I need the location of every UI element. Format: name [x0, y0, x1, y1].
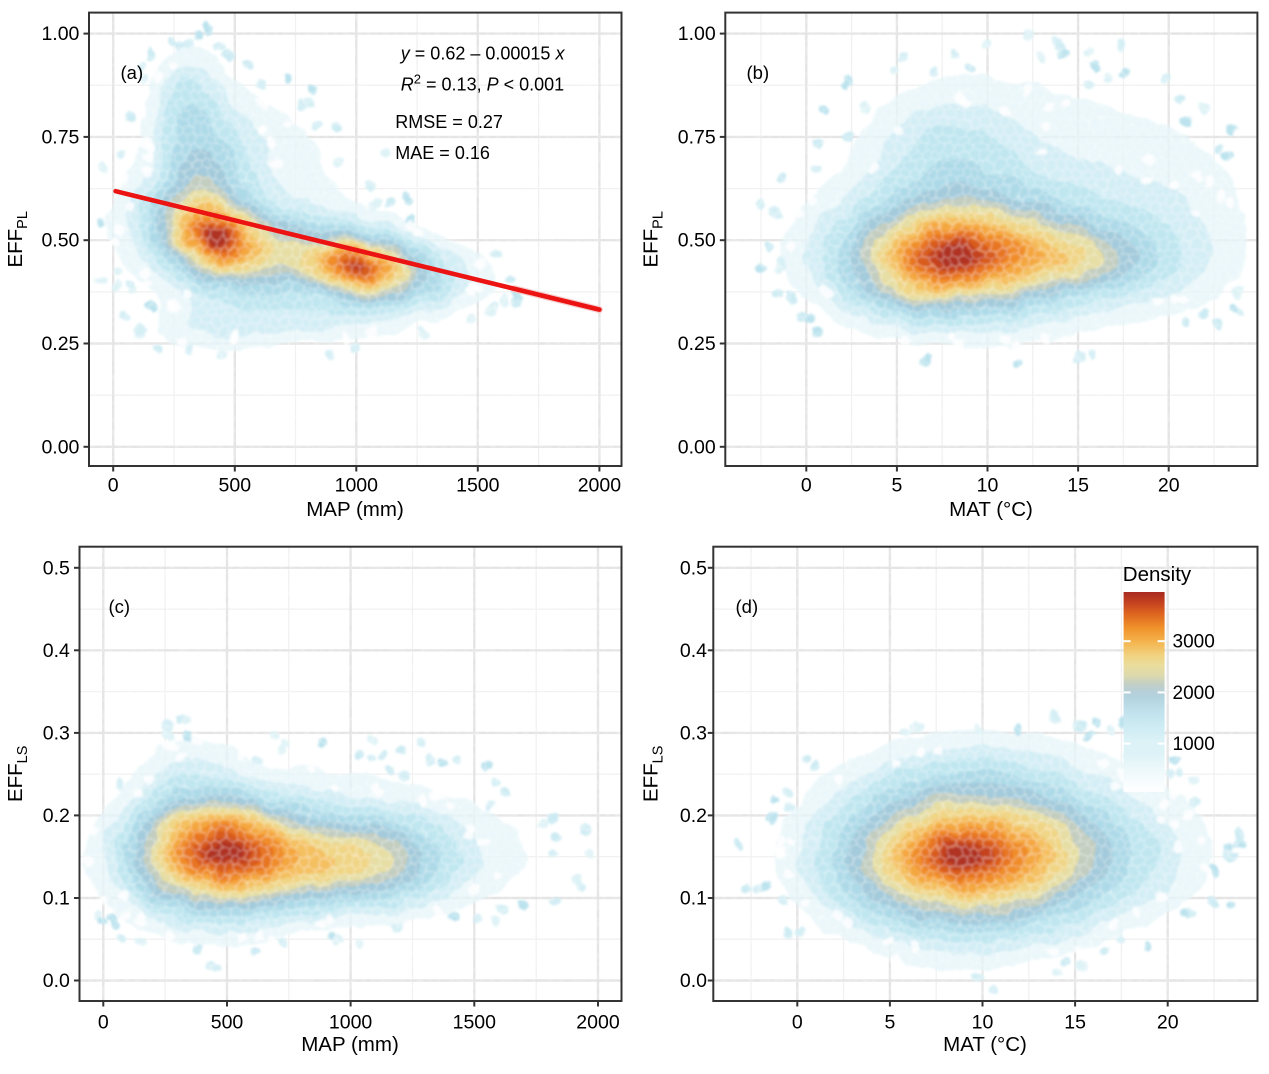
- svg-text:0.1: 0.1: [43, 888, 70, 910]
- svg-text:0.1: 0.1: [680, 888, 707, 910]
- svg-text:15: 15: [1067, 475, 1089, 497]
- svg-text:5: 5: [891, 475, 902, 497]
- svg-text:0.2: 0.2: [680, 805, 707, 827]
- svg-text:0.3: 0.3: [43, 722, 70, 744]
- svg-text:(b): (b): [747, 62, 770, 83]
- svg-text:y = 0.62 – 0.00015 x: y = 0.62 – 0.00015 x: [399, 44, 566, 64]
- svg-text:0.4: 0.4: [43, 640, 70, 662]
- svg-text:2000: 2000: [576, 1011, 620, 1033]
- svg-text:R2 = 0.13, P < 0.001: R2 = 0.13, P < 0.001: [401, 72, 564, 95]
- svg-text:500: 500: [219, 475, 252, 497]
- svg-text:1000: 1000: [329, 1011, 373, 1033]
- svg-text:0.2: 0.2: [43, 805, 70, 827]
- svg-text:10: 10: [972, 1011, 994, 1033]
- svg-text:2000: 2000: [578, 475, 622, 497]
- svg-text:0.25: 0.25: [41, 333, 79, 355]
- svg-text:5: 5: [884, 1011, 895, 1033]
- svg-text:0: 0: [792, 1011, 803, 1033]
- svg-text:0.50: 0.50: [41, 230, 79, 252]
- svg-text:10: 10: [977, 475, 999, 497]
- svg-text:RMSE = 0.27: RMSE = 0.27: [395, 112, 503, 132]
- svg-text:1500: 1500: [453, 1011, 497, 1033]
- svg-text:(a): (a): [121, 62, 144, 83]
- svg-text:1500: 1500: [456, 475, 500, 497]
- svg-text:MAT (°C): MAT (°C): [949, 498, 1033, 521]
- svg-text:0: 0: [98, 1011, 109, 1033]
- svg-text:(c): (c): [109, 596, 131, 617]
- svg-text:0.0: 0.0: [43, 970, 70, 992]
- svg-text:Density: Density: [1123, 563, 1192, 586]
- svg-text:1.00: 1.00: [41, 23, 79, 45]
- svg-text:0.0: 0.0: [680, 970, 707, 992]
- svg-text:0.00: 0.00: [41, 436, 79, 458]
- svg-text:0.5: 0.5: [680, 557, 707, 579]
- svg-text:1000: 1000: [1173, 734, 1215, 755]
- svg-text:0.00: 0.00: [678, 436, 716, 458]
- svg-text:0: 0: [108, 475, 119, 497]
- svg-text:MAT (°C): MAT (°C): [943, 1033, 1027, 1056]
- svg-text:0: 0: [801, 475, 812, 497]
- svg-text:0.4: 0.4: [680, 640, 707, 662]
- svg-text:15: 15: [1064, 1011, 1086, 1033]
- svg-text:20: 20: [1157, 1011, 1179, 1033]
- svg-text:0.3: 0.3: [680, 722, 707, 744]
- svg-text:1000: 1000: [335, 475, 379, 497]
- svg-text:0.75: 0.75: [41, 126, 79, 148]
- svg-text:MAP (mm): MAP (mm): [306, 498, 404, 521]
- svg-text:MAP (mm): MAP (mm): [301, 1033, 399, 1056]
- svg-text:20: 20: [1158, 475, 1180, 497]
- svg-text:0.25: 0.25: [678, 333, 716, 355]
- svg-text:0.75: 0.75: [678, 126, 716, 148]
- svg-text:(d): (d): [736, 596, 759, 617]
- svg-text:1.00: 1.00: [678, 23, 716, 45]
- svg-text:2000: 2000: [1173, 683, 1215, 704]
- svg-text:0.5: 0.5: [43, 557, 70, 579]
- svg-text:0.50: 0.50: [678, 230, 716, 252]
- svg-text:500: 500: [211, 1011, 244, 1033]
- svg-text:3000: 3000: [1173, 632, 1215, 653]
- svg-text:MAE = 0.16: MAE = 0.16: [395, 143, 490, 163]
